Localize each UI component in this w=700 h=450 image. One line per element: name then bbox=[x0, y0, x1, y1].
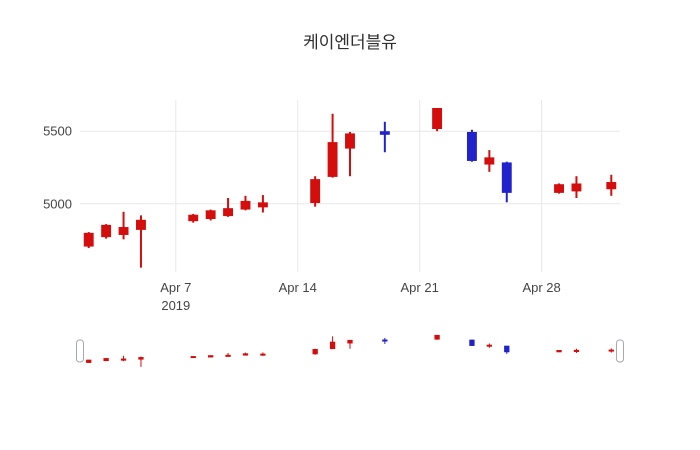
y-tick-label: 5000 bbox=[43, 196, 72, 211]
candle-mini[interactable] bbox=[608, 348, 614, 353]
candle[interactable] bbox=[223, 197, 234, 217]
candle[interactable] bbox=[554, 183, 564, 194]
candle[interactable] bbox=[606, 174, 617, 196]
candle-mini[interactable] bbox=[469, 339, 475, 346]
grid-layer bbox=[80, 100, 620, 272]
candle[interactable] bbox=[101, 224, 112, 239]
candle[interactable] bbox=[345, 131, 355, 177]
candle-mini[interactable] bbox=[347, 339, 353, 349]
x-tick-year: 2019 bbox=[161, 298, 190, 313]
candle[interactable] bbox=[571, 176, 582, 198]
candle[interactable] bbox=[379, 121, 390, 153]
x-tick-label: Apr 28 bbox=[522, 280, 560, 295]
candle-mini[interactable] bbox=[434, 334, 440, 340]
chart-title: 케이엔더블유 bbox=[303, 33, 397, 52]
candle-mini[interactable] bbox=[190, 356, 196, 359]
candle[interactable] bbox=[327, 113, 338, 178]
candle-mini[interactable] bbox=[382, 337, 388, 344]
candle-mini[interactable] bbox=[312, 348, 318, 355]
candle[interactable] bbox=[240, 195, 251, 211]
rangeslider[interactable] bbox=[76, 334, 624, 367]
x-tick-label: Apr 21 bbox=[401, 280, 439, 295]
candle-mini[interactable] bbox=[486, 343, 493, 348]
x-tick-label: Apr 7 bbox=[160, 280, 191, 295]
candle-mini[interactable] bbox=[242, 352, 249, 356]
candle[interactable] bbox=[432, 107, 443, 132]
candle-mini[interactable] bbox=[573, 348, 580, 354]
candle[interactable] bbox=[205, 209, 216, 221]
candle[interactable] bbox=[484, 150, 495, 172]
candle-mini[interactable] bbox=[504, 345, 510, 354]
candle[interactable] bbox=[310, 176, 321, 207]
rangeslider-handle-right[interactable] bbox=[616, 339, 624, 363]
candle-mini[interactable] bbox=[260, 352, 266, 356]
rangeslider-handle-left[interactable] bbox=[76, 339, 84, 363]
candle[interactable] bbox=[136, 215, 146, 268]
axis-layer: Apr 7 2019 Apr 14 Apr 21 Apr 28 5000 5500 bbox=[43, 124, 561, 313]
candle-mini[interactable] bbox=[329, 336, 336, 350]
candle[interactable] bbox=[83, 232, 94, 249]
candle-mini[interactable] bbox=[86, 359, 92, 363]
candle-mini[interactable] bbox=[207, 355, 214, 358]
candle[interactable] bbox=[188, 213, 199, 223]
candle-mini[interactable] bbox=[225, 353, 231, 357]
candle[interactable] bbox=[501, 161, 512, 203]
y-tick-label: 5500 bbox=[43, 124, 72, 139]
candle[interactable] bbox=[118, 211, 129, 240]
candle-mini[interactable] bbox=[103, 358, 109, 362]
candle-mini[interactable] bbox=[556, 350, 562, 353]
candle-mini[interactable] bbox=[120, 355, 127, 362]
candle-mini[interactable] bbox=[138, 356, 144, 367]
x-tick-label: Apr 14 bbox=[279, 280, 317, 295]
candle[interactable] bbox=[466, 129, 477, 162]
candles-layer bbox=[83, 107, 617, 268]
candle[interactable] bbox=[257, 195, 268, 213]
